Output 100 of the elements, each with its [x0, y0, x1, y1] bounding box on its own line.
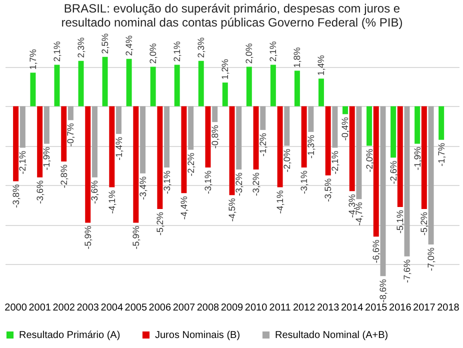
data-label: -3,4%	[138, 176, 148, 200]
bar	[229, 106, 235, 196]
data-label: 2,0%	[148, 43, 158, 64]
data-label: -2,8%	[58, 164, 69, 188]
data-label: 1,4%	[316, 55, 326, 76]
bar	[366, 106, 372, 146]
x-tick-label: 2009	[220, 302, 244, 314]
x-tick-label: 2004	[100, 302, 124, 314]
bar	[181, 106, 187, 194]
bar	[390, 106, 396, 158]
data-label: -5,2%	[154, 212, 165, 236]
data-label: -2,2%	[186, 152, 196, 176]
x-tick-label: 2014	[340, 302, 364, 314]
bar	[140, 106, 146, 174]
bar	[253, 106, 259, 170]
x-tick-label: 2016	[389, 302, 412, 314]
x-tick-label: 2005	[124, 302, 148, 314]
bar	[325, 106, 331, 176]
data-label: -4,3%	[347, 194, 358, 218]
bar	[260, 106, 266, 130]
data-label: -3,1%	[162, 170, 172, 194]
bar	[109, 106, 115, 188]
bar	[205, 106, 211, 168]
data-label: -5,1%	[395, 210, 406, 234]
bar	[78, 60, 84, 106]
bar	[438, 106, 444, 140]
bar	[380, 106, 386, 276]
data-label: 2,0%	[244, 43, 254, 64]
data-label: 2,1%	[52, 41, 62, 62]
bar	[157, 106, 163, 209]
bar	[30, 72, 36, 106]
bar	[198, 60, 204, 106]
data-label: -8,6%	[378, 279, 388, 303]
data-label: -1,2%	[258, 132, 268, 156]
bar	[404, 106, 410, 256]
bar	[44, 106, 50, 144]
x-tick-label: 2012	[292, 302, 316, 314]
data-label: -3,2%	[234, 172, 244, 196]
data-label: 2,5%	[100, 33, 110, 54]
bar	[174, 64, 180, 106]
data-label: -1,4%	[114, 136, 124, 160]
data-label: -4,5%	[227, 198, 237, 222]
bar	[37, 106, 43, 178]
x-tick-label: 2010	[244, 302, 268, 314]
legend-label: Resultado Primário (A)	[19, 330, 120, 341]
bar	[188, 106, 194, 150]
data-label: -3,5%	[323, 178, 334, 202]
bar	[332, 106, 338, 148]
x-tick-label: 2007	[172, 302, 196, 314]
data-label: -2,1%	[18, 150, 28, 174]
bar	[164, 106, 170, 168]
bar	[349, 106, 355, 192]
bar	[277, 106, 283, 188]
data-label: -5,2%	[419, 212, 430, 236]
x-tick-label: 2003	[76, 302, 100, 314]
data-label: 2,1%	[268, 41, 278, 62]
x-tick-label: 2008	[196, 302, 220, 314]
data-label: -5,9%	[82, 226, 93, 250]
bar	[428, 106, 434, 244]
bar	[54, 64, 60, 106]
data-label: -1,7%	[436, 142, 446, 166]
bar	[61, 106, 67, 162]
bar	[20, 106, 26, 148]
bar	[222, 82, 228, 106]
x-tick-label: 2013	[316, 302, 340, 314]
bar	[373, 106, 379, 237]
data-label: 2,3%	[76, 37, 86, 58]
data-label: 1,8%	[292, 47, 302, 68]
data-label: -0,7%	[66, 123, 76, 147]
bar	[116, 106, 122, 134]
data-label: 2,3%	[196, 37, 206, 58]
bar	[342, 106, 348, 114]
bar	[92, 106, 98, 178]
bar	[308, 106, 314, 132]
bar	[301, 106, 307, 168]
bar	[421, 106, 427, 209]
x-tick-label: 2017	[413, 302, 436, 314]
data-label: -2,0%	[282, 148, 292, 172]
bar	[294, 70, 300, 106]
bar	[126, 58, 132, 106]
bar	[150, 66, 156, 106]
data-label: 1,2%	[220, 59, 230, 80]
chart-title: BRASIL: evolução do superávit primário, despesas com juros e resultado nominal das contas públicas Governo Federal (% PIB)	[61, 1, 403, 30]
bar	[318, 78, 324, 106]
data-label: -5,9%	[130, 226, 141, 250]
data-label: 2,4%	[124, 35, 134, 56]
data-label: -4,1%	[106, 190, 117, 214]
bar	[284, 106, 290, 146]
bar	[270, 64, 276, 106]
data-label: -0,8%	[210, 125, 220, 149]
bar	[356, 106, 362, 200]
bar	[85, 106, 91, 223]
bar	[212, 106, 218, 122]
data-label: 2,1%	[172, 41, 182, 62]
x-tick-label: 2000	[4, 302, 28, 314]
bar	[414, 106, 420, 144]
data-label: -4,1%	[275, 190, 286, 214]
data-label: -2,0%	[364, 148, 374, 172]
data-label: -3,6%	[34, 180, 45, 204]
data-label: -3,8%	[10, 184, 21, 208]
